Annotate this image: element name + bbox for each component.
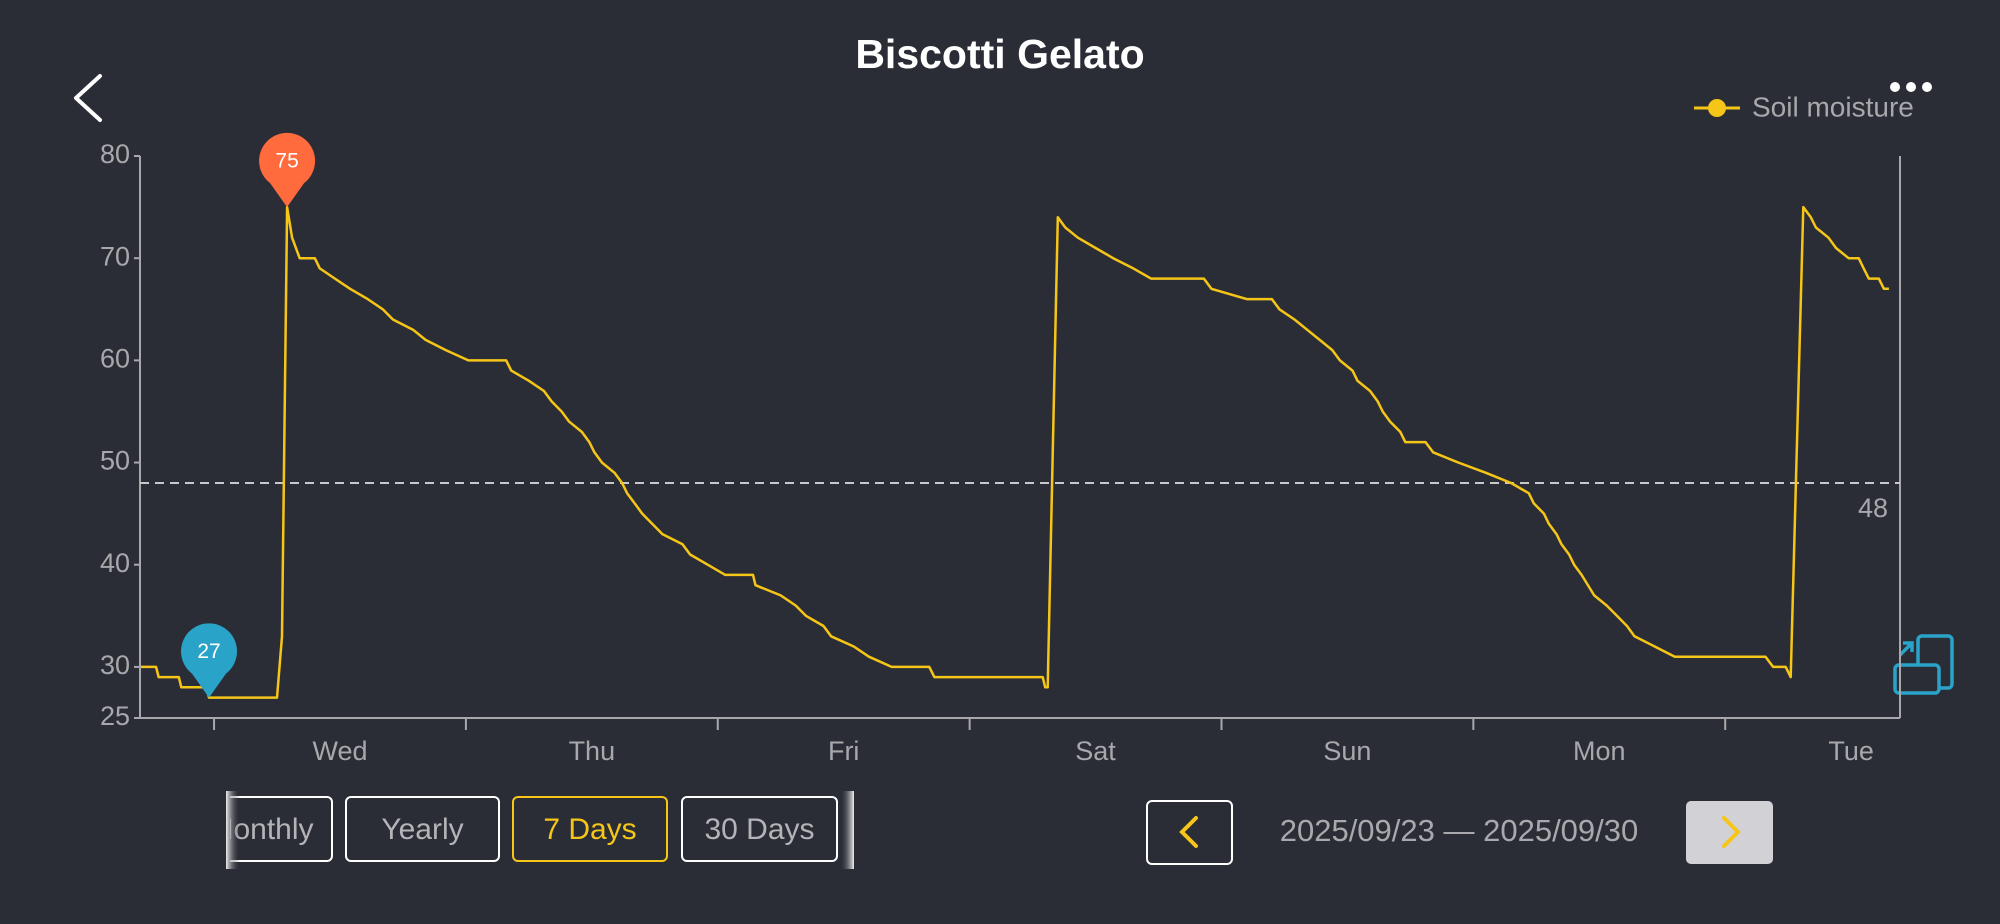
range-button[interactable]	[190, 796, 333, 862]
x-tick-label: Sun	[1323, 736, 1371, 766]
range-selector: Monthly Yearly 7 Days 30 Days	[190, 796, 838, 862]
min-pin-label: 27	[197, 640, 220, 663]
x-tick-label: Thu	[569, 736, 616, 766]
range-label: 30 Days	[704, 813, 814, 846]
y-tick-label: 70	[100, 241, 130, 271]
back-button[interactable]	[74, 74, 102, 122]
min-pin	[181, 623, 238, 698]
prev-button[interactable]	[1146, 800, 1233, 865]
y-tick-label: 50	[100, 446, 130, 476]
scroll-edge	[840, 791, 854, 869]
y-tick-label: 40	[100, 548, 130, 578]
x-tick-label: Mon	[1573, 736, 1626, 766]
data-line	[141, 205, 1889, 699]
next-icon	[1722, 816, 1741, 848]
scroll-edge	[226, 791, 240, 869]
y-tick-label: 30	[100, 650, 130, 680]
range-button[interactable]	[681, 796, 838, 862]
range-button[interactable]	[512, 796, 668, 862]
x-tick-label: Wed	[312, 736, 367, 766]
range-label: Monthly	[208, 813, 313, 846]
x-tick-label: Fri	[828, 736, 859, 766]
legend-label: Soil moisture	[1752, 91, 1914, 122]
max-pin-label: 75	[275, 150, 298, 173]
rotate-icon[interactable]	[1893, 634, 1954, 695]
max-pin	[259, 132, 316, 208]
prev-icon	[1179, 816, 1198, 848]
y-tick-label: 80	[100, 139, 130, 169]
y-tick-label: 60	[100, 343, 130, 373]
range-label: 7 Days	[543, 813, 636, 846]
legend-swatch	[1708, 99, 1726, 117]
range-button[interactable]	[345, 796, 500, 862]
x-tick-label: Sat	[1075, 736, 1116, 766]
x-tick-label: Tue	[1828, 736, 1874, 766]
next-button[interactable]	[1686, 801, 1773, 864]
date-range: 2025/09/23 — 2025/09/30	[1280, 813, 1639, 848]
threshold-label: 48	[1858, 493, 1888, 523]
more-menu[interactable]	[1890, 82, 1932, 92]
y-tick-label: 25	[100, 701, 130, 731]
chart-title: Biscotti Gelato	[855, 31, 1144, 77]
range-label: Yearly	[381, 813, 463, 846]
